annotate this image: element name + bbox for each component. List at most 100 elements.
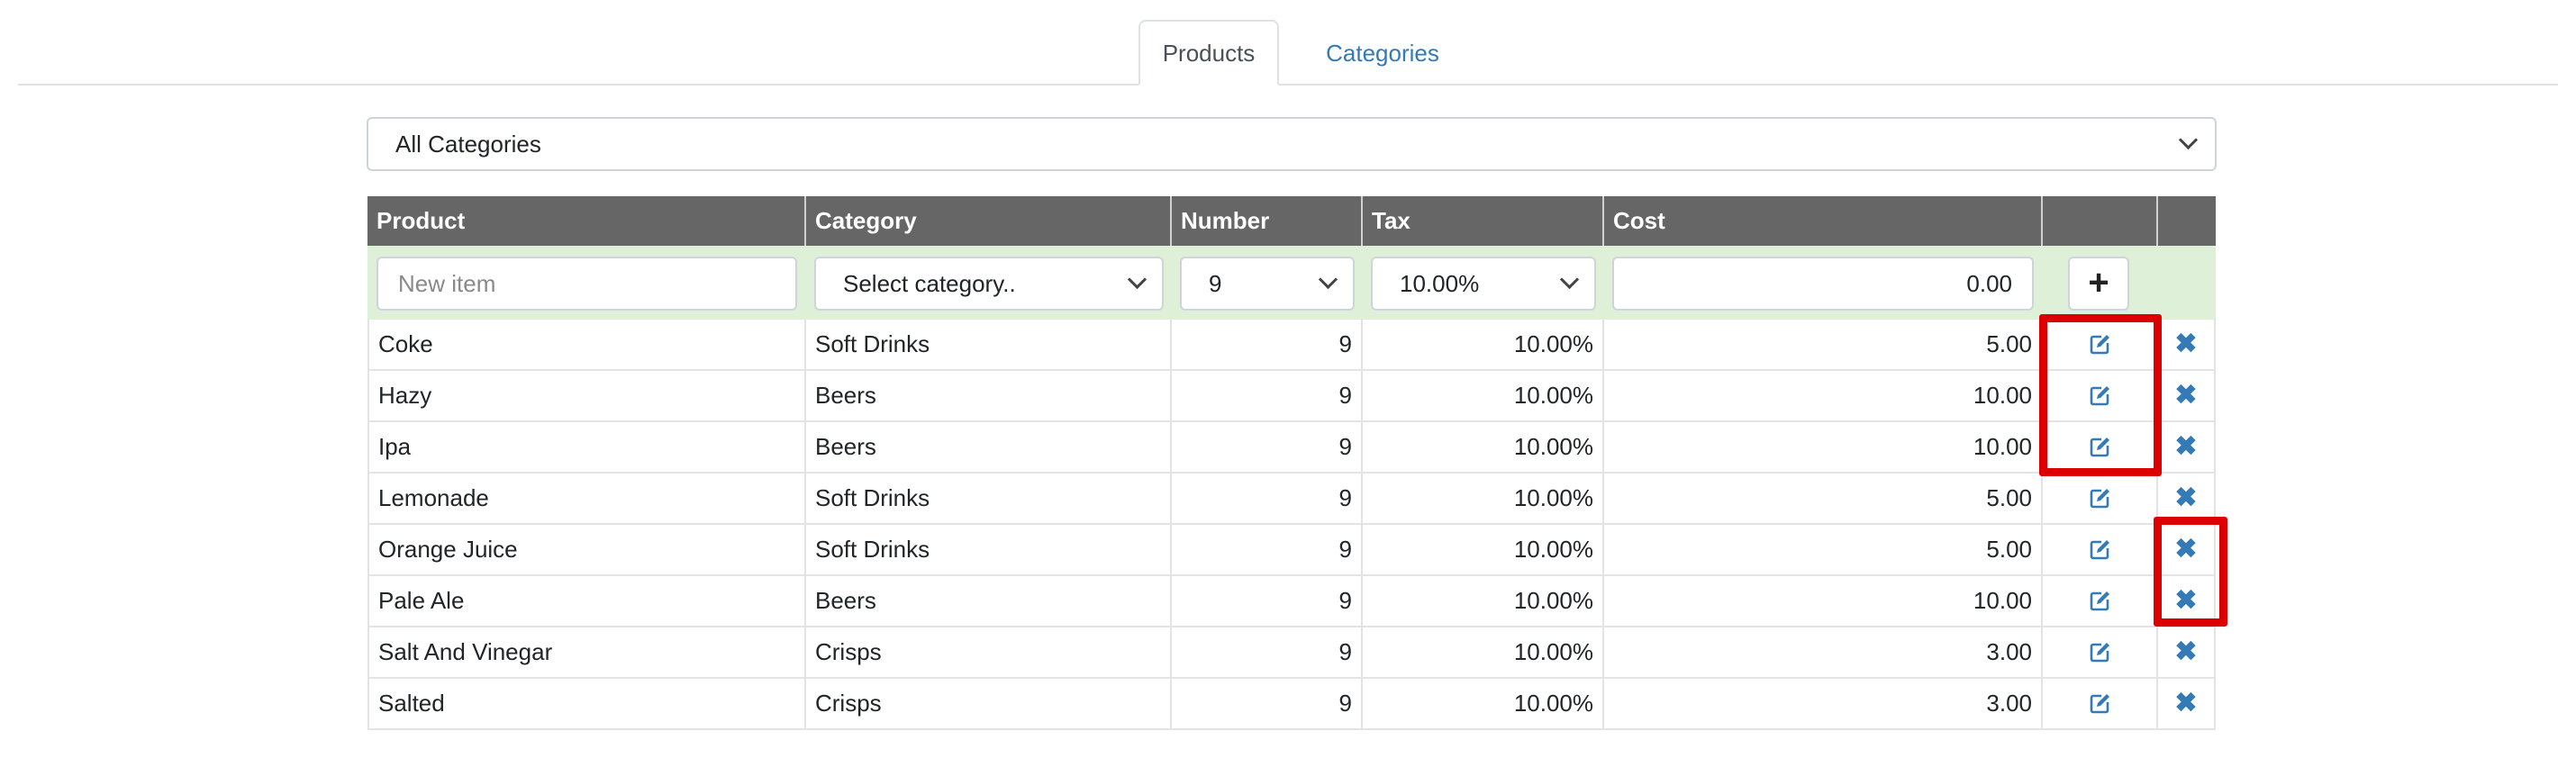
delete-button[interactable]: ✖ <box>2158 371 2216 420</box>
table-row: Pale Ale Beers 9 10.00% 10.00 ✖ <box>367 576 2216 627</box>
cell-tax: 10.00% <box>1363 627 1604 677</box>
new-item-category-value: Select category.. <box>843 270 1016 297</box>
delete-icon: ✖ <box>2174 687 2198 717</box>
cell-category: Soft Drinks <box>806 320 1172 369</box>
delete-button[interactable]: ✖ <box>2158 474 2216 523</box>
category-filter-select[interactable]: All Categories <box>367 117 2217 171</box>
delete-button[interactable]: ✖ <box>2158 320 2216 369</box>
cell-category: Beers <box>806 576 1172 626</box>
tab-products[interactable]: Products <box>1138 20 1279 86</box>
edit-button[interactable] <box>2043 627 2158 677</box>
cell-product: Salted <box>367 679 806 728</box>
new-item-tax-value: 10.00% <box>1400 270 1480 297</box>
tab-bar: Products Categories <box>18 0 2558 86</box>
cell-number: 9 <box>1172 371 1363 420</box>
cell-cost: 5.00 <box>1604 474 2043 523</box>
plus-icon: + <box>2088 263 2109 302</box>
delete-button[interactable]: ✖ <box>2158 679 2216 728</box>
new-item-category-select[interactable]: Select category.. <box>814 257 1164 311</box>
new-item-cost-value: 0.00 <box>1966 270 2012 297</box>
edit-button[interactable] <box>2043 474 2158 523</box>
new-item-row: New item Select category.. 9 10.00% 0.00… <box>367 246 2216 320</box>
cell-number: 9 <box>1172 679 1363 728</box>
new-item-cost-input[interactable]: 0.00 <box>1612 257 2034 311</box>
add-item-button[interactable]: + <box>2068 257 2129 311</box>
cell-product: Pale Ale <box>367 576 806 626</box>
cell-product: Hazy <box>367 371 806 420</box>
header-edit <box>2043 196 2158 246</box>
table-row: Hazy Beers 9 10.00% 10.00 ✖ <box>367 371 2216 422</box>
cell-category: Soft Drinks <box>806 474 1172 523</box>
cell-tax: 10.00% <box>1363 679 1604 728</box>
delete-button[interactable]: ✖ <box>2158 422 2216 472</box>
edit-icon <box>2090 642 2109 662</box>
delete-icon: ✖ <box>2174 430 2198 461</box>
delete-icon: ✖ <box>2174 636 2198 666</box>
delete-button[interactable]: ✖ <box>2158 576 2216 626</box>
table-row: Orange Juice Soft Drinks 9 10.00% 5.00 ✖ <box>367 525 2216 576</box>
header-delete <box>2158 196 2216 246</box>
highlight-delete-icons <box>2154 517 2227 627</box>
edit-icon <box>2090 591 2109 610</box>
chevron-down-icon <box>2178 130 2199 150</box>
cell-number: 9 <box>1172 320 1363 369</box>
edit-icon <box>2090 693 2109 713</box>
new-item-placeholder: New item <box>398 270 496 297</box>
delete-icon: ✖ <box>2174 482 2198 512</box>
tab-categories[interactable]: Categories <box>1326 40 1439 67</box>
delete-icon: ✖ <box>2174 584 2198 615</box>
chevron-down-icon <box>1559 269 1580 290</box>
cell-number: 9 <box>1172 576 1363 626</box>
table-row: Ipa Beers 9 10.00% 10.00 ✖ <box>367 422 2216 474</box>
edit-icon <box>2090 539 2109 559</box>
cell-number: 9 <box>1172 525 1363 574</box>
edit-icon <box>2090 437 2109 456</box>
cell-cost: 10.00 <box>1604 371 2043 420</box>
cell-product: Salt And Vinegar <box>367 627 806 677</box>
new-item-number-value: 9 <box>1209 270 1222 297</box>
new-item-tax-select[interactable]: 10.00% <box>1371 257 1596 311</box>
chevron-down-icon <box>1318 269 1338 290</box>
edit-button[interactable] <box>2043 576 2158 626</box>
cell-category: Crisps <box>806 679 1172 728</box>
cell-cost: 3.00 <box>1604 679 2043 728</box>
cell-product: Lemonade <box>367 474 806 523</box>
cell-number: 9 <box>1172 474 1363 523</box>
cell-tax: 10.00% <box>1363 525 1604 574</box>
cell-cost: 3.00 <box>1604 627 2043 677</box>
cell-cost: 10.00 <box>1604 576 2043 626</box>
cell-product: Ipa <box>367 422 806 472</box>
cell-product: Coke <box>367 320 806 369</box>
cell-tax: 10.00% <box>1363 371 1604 420</box>
new-item-number-select[interactable]: 9 <box>1180 257 1355 311</box>
edit-icon <box>2090 385 2109 405</box>
header-product: Product <box>367 196 806 246</box>
cell-tax: 10.00% <box>1363 320 1604 369</box>
edit-button[interactable] <box>2043 679 2158 728</box>
cell-category: Crisps <box>806 627 1172 677</box>
table-header: Product Category Number Tax Cost <box>367 196 2216 246</box>
category-filter-value: All Categories <box>395 131 541 158</box>
cell-category: Beers <box>806 371 1172 420</box>
cell-cost: 10.00 <box>1604 422 2043 472</box>
edit-icon <box>2090 334 2109 354</box>
chevron-down-icon <box>1127 269 1147 290</box>
table-row: Salted Crisps 9 10.00% 3.00 ✖ <box>367 679 2216 730</box>
table-body: Coke Soft Drinks 9 10.00% 5.00 ✖ Hazy Beers 9 10.… <box>367 320 2216 730</box>
edit-icon <box>2090 488 2109 508</box>
edit-button[interactable] <box>2043 525 2158 574</box>
header-tax: Tax <box>1363 196 1604 246</box>
delete-button[interactable]: ✖ <box>2158 627 2216 677</box>
new-item-input[interactable]: New item <box>376 257 797 311</box>
products-table: Product Category Number Tax Cost New ite… <box>367 196 2216 730</box>
cell-cost: 5.00 <box>1604 525 2043 574</box>
table-row: Coke Soft Drinks 9 10.00% 5.00 ✖ <box>367 320 2216 371</box>
cell-product: Orange Juice <box>367 525 806 574</box>
cell-number: 9 <box>1172 627 1363 677</box>
table-row: Lemonade Soft Drinks 9 10.00% 5.00 ✖ <box>367 474 2216 525</box>
cell-category: Soft Drinks <box>806 525 1172 574</box>
cell-tax: 10.00% <box>1363 576 1604 626</box>
delete-icon: ✖ <box>2174 328 2198 358</box>
highlight-edit-icons <box>2039 314 2162 476</box>
delete-button[interactable]: ✖ <box>2158 525 2216 574</box>
